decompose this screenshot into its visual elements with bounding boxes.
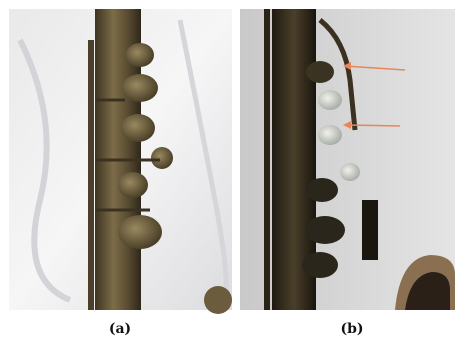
figure: (a) (b) [0,0,456,343]
photo-b [240,9,455,310]
photo-a [9,9,232,314]
caption: (b) [340,321,363,337]
caption: (a) [109,321,131,337]
